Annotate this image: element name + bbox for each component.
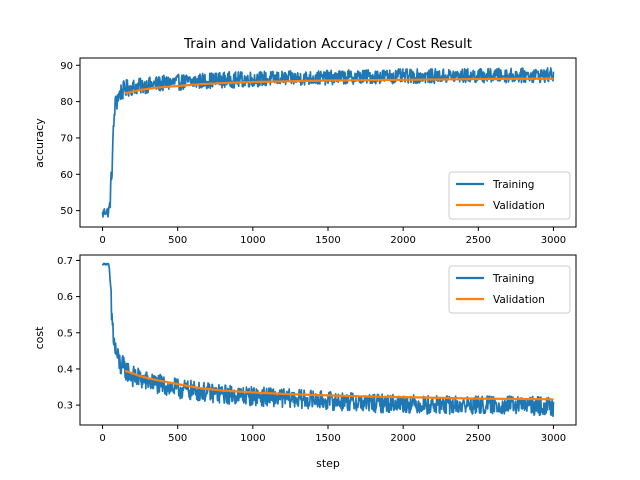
accuracy-validation-line — [124, 77, 554, 95]
cost-x-tick-label: 2000 — [390, 433, 415, 444]
accuracy-series-lines — [101, 67, 555, 218]
accuracy-legend-label-validation: Validation — [493, 200, 545, 212]
accuracy-y-tick-label: 90 — [60, 61, 73, 72]
accuracy-subplot: 0 500 1000 1500 2000 2500 3000 50 60 70 80 90 Traini… — [60, 57, 577, 246]
accuracy-y-tick-label: 60 — [60, 170, 73, 181]
accuracy-x-tick-label: 1000 — [240, 235, 265, 246]
accuracy-x-tick-label: 2000 — [390, 235, 415, 246]
accuracy-legend: Training Validation — [448, 171, 571, 220]
accuracy-y-tick-label: 70 — [60, 133, 73, 144]
cost-x-tick-label: 1000 — [240, 433, 265, 444]
accuracy-x-tick-label: 500 — [168, 235, 187, 246]
cost-validation-line — [124, 369, 554, 401]
accuracy-x-tick-label: 0 — [99, 235, 105, 246]
cost-x-axis-label: step — [316, 457, 340, 470]
cost-x-tick-label: 3000 — [541, 433, 566, 444]
accuracy-y-tick-label: 80 — [60, 97, 73, 108]
cost-y-tick-label: 0.7 — [57, 256, 73, 267]
accuracy-x-tick-label: 3000 — [541, 235, 566, 246]
cost-legend-label-training: Training — [492, 273, 534, 285]
cost-series-lines — [101, 262, 555, 418]
cost-x-tick-label: 0 — [99, 433, 105, 444]
cost-y-axis-label: cost — [33, 326, 46, 350]
chart-title: Train and Validation Accuracy / Cost Res… — [183, 36, 472, 52]
accuracy-y-tick-label: 50 — [60, 206, 73, 217]
cost-y-tick-label: 0.4 — [57, 364, 73, 375]
cost-y-tick-label: 0.6 — [57, 292, 73, 303]
accuracy-x-tick-label: 1500 — [315, 235, 340, 246]
cost-y-tick-label: 0.5 — [57, 328, 73, 339]
cost-legend: Training Validation — [448, 265, 571, 314]
cost-subplot: 0 500 1000 1500 2000 2500 3000 0.3 0.4 0.5 0.6 0.7 T… — [57, 254, 577, 444]
cost-x-tick-label: 500 — [168, 433, 187, 444]
cost-legend-label-validation: Validation — [493, 294, 545, 306]
accuracy-y-axis-label: accuracy — [33, 118, 46, 168]
accuracy-legend-label-training: Training — [492, 179, 534, 191]
accuracy-training-line — [101, 67, 555, 218]
cost-x-tick-label: 1500 — [315, 433, 340, 444]
cost-x-tick-label: 2500 — [466, 433, 491, 444]
cost-y-tick-label: 0.3 — [57, 401, 73, 412]
accuracy-x-tick-label: 2500 — [466, 235, 491, 246]
